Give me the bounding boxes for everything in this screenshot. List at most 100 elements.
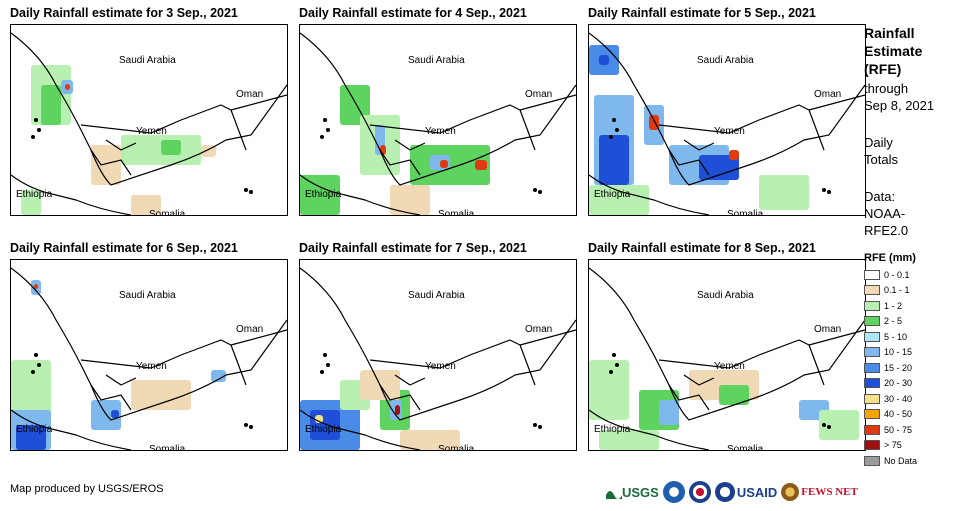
country-label-saudi: Saudi Arabia [697, 290, 754, 301]
panel-title: Daily Rainfall estimate for 7 Sep., 2021 [299, 241, 527, 255]
rainfall-map: Saudi Arabia Oman Yemen Ethiopia Somalia [299, 259, 577, 451]
country-label-yemen: Yemen [425, 126, 456, 137]
oman-border [230, 329, 287, 346]
rainfall-cell [131, 380, 191, 410]
island-marker [37, 128, 41, 132]
legend-swatch [864, 285, 880, 296]
country-label-yemen: Yemen [714, 126, 745, 137]
legend-title: RFE (mm) [864, 252, 916, 264]
partner-logos: USGS USAID FEWS NET [606, 478, 858, 506]
nasa-seal-icon [688, 481, 711, 503]
map-canvas: Saudi Arabia Oman Yemen Ethiopia Somalia [300, 267, 576, 450]
fewsnet-seal-icon [781, 483, 800, 501]
saudi-yemen-border [80, 339, 232, 369]
legend-label: 5 - 10 [884, 331, 908, 342]
island-marker [822, 423, 826, 427]
data-source: Data: NOAA- RFE2.0 [864, 189, 909, 238]
yemen-oman-border [230, 109, 247, 151]
coastline-path [300, 267, 576, 421]
legend-item: 0.1 - 1 [864, 283, 917, 299]
usgs-wave-icon [606, 491, 622, 499]
country-label-yemen: Yemen [425, 361, 456, 372]
rainfall-cell [390, 185, 430, 215]
rainfall-map: Saudi Arabia Oman Yemen Ethiopia Somalia [10, 24, 288, 216]
daily-totals: Daily Totals [864, 135, 898, 167]
country-label-somalia: Somalia [149, 209, 186, 215]
yemen-oman-border [519, 109, 536, 151]
panel-title: Daily Rainfall estimate for 3 Sep., 2021 [10, 6, 238, 20]
country-label-somalia: Somalia [727, 209, 764, 215]
island-marker [615, 363, 619, 367]
island-marker [326, 128, 330, 132]
saudi-yemen-border [658, 339, 810, 369]
rainfall-cell [475, 160, 487, 170]
rainfall-cell [440, 160, 448, 168]
africa-coastline [11, 174, 132, 215]
legend-item: > 75 [864, 438, 917, 454]
island-marker [612, 353, 616, 357]
panel-title: Daily Rainfall estimate for 4 Sep., 2021 [299, 6, 527, 20]
rainfall-cell [589, 185, 649, 215]
rainfall-cell [699, 155, 739, 180]
africa-coastline [11, 409, 132, 450]
rainfall-cell [599, 430, 659, 450]
legend-swatch [864, 362, 880, 373]
map-canvas: Saudi Arabia Oman Yemen Ethiopia Somalia [11, 32, 287, 215]
governorate-borders [379, 374, 426, 411]
country-label-oman: Oman [525, 324, 552, 335]
rainfall-cell [34, 284, 38, 289]
oman-border [519, 329, 576, 346]
island-marker [615, 128, 619, 132]
island-marker [249, 190, 253, 194]
legend-label: > 75 [884, 440, 902, 451]
island-marker [244, 188, 248, 192]
rainfall-cell [111, 410, 119, 418]
usaid-seal-icon [714, 482, 735, 502]
oman-border [808, 94, 865, 111]
through-date: through Sep 8, 2021 [864, 81, 935, 113]
legend-heading: Rainfall Estimate (RFE) [864, 25, 923, 77]
country-label-somalia: Somalia [438, 444, 475, 450]
rainfall-cell [759, 175, 809, 210]
oman-border [230, 94, 287, 111]
legend-label: 0 - 0.1 [884, 269, 910, 280]
island-marker [533, 423, 537, 427]
rainfall-map: Saudi Arabia Oman Yemen Ethiopia Somalia [299, 24, 577, 216]
rainfall-cell [719, 385, 749, 405]
rainfall-map: Saudi Arabia Oman Yemen Ethiopia Somalia [588, 24, 866, 216]
legend-label: 20 - 30 [884, 378, 913, 389]
legend-swatch [864, 300, 880, 311]
usaid-logo: USAID [714, 482, 777, 502]
legend-label: 15 - 20 [884, 362, 913, 373]
legend-label: No Data [884, 455, 918, 466]
island-marker [609, 370, 613, 374]
island-marker [323, 353, 327, 357]
island-marker [827, 425, 831, 429]
island-marker [34, 118, 38, 122]
yemen-oman-border [808, 344, 825, 386]
legend-swatch [864, 347, 880, 358]
rainfall-cell [400, 430, 460, 450]
usgs-logo: USGS [606, 485, 659, 500]
saudi-yemen-border [369, 104, 521, 134]
yemen-oman-border [519, 344, 536, 386]
rainfall-cell [11, 360, 51, 420]
country-label-ethiopia: Ethiopia [305, 424, 342, 435]
map-canvas: Saudi Arabia Oman Yemen Ethiopia Somalia [589, 32, 865, 215]
country-label-ethiopia: Ethiopia [594, 189, 631, 200]
coastline-path [11, 267, 287, 421]
legend-label: 0.1 - 1 [884, 285, 910, 296]
legend-label: 30 - 40 [884, 393, 913, 404]
island-marker [538, 190, 542, 194]
coastline-path [589, 267, 865, 421]
country-label-saudi: Saudi Arabia [697, 55, 754, 66]
legend-item: 2 - 5 [864, 314, 917, 330]
governorate-borders [379, 139, 426, 176]
country-label-oman: Oman [814, 89, 841, 100]
rainfall-cell [16, 425, 46, 450]
legend-label: 50 - 75 [884, 424, 913, 435]
panel-title: Daily Rainfall estimate for 6 Sep., 2021 [10, 241, 238, 255]
legend-item: 20 - 30 [864, 376, 917, 392]
country-label-saudi: Saudi Arabia [119, 55, 176, 66]
map-canvas: Saudi Arabia Oman Yemen Ethiopia Somalia [300, 32, 576, 215]
